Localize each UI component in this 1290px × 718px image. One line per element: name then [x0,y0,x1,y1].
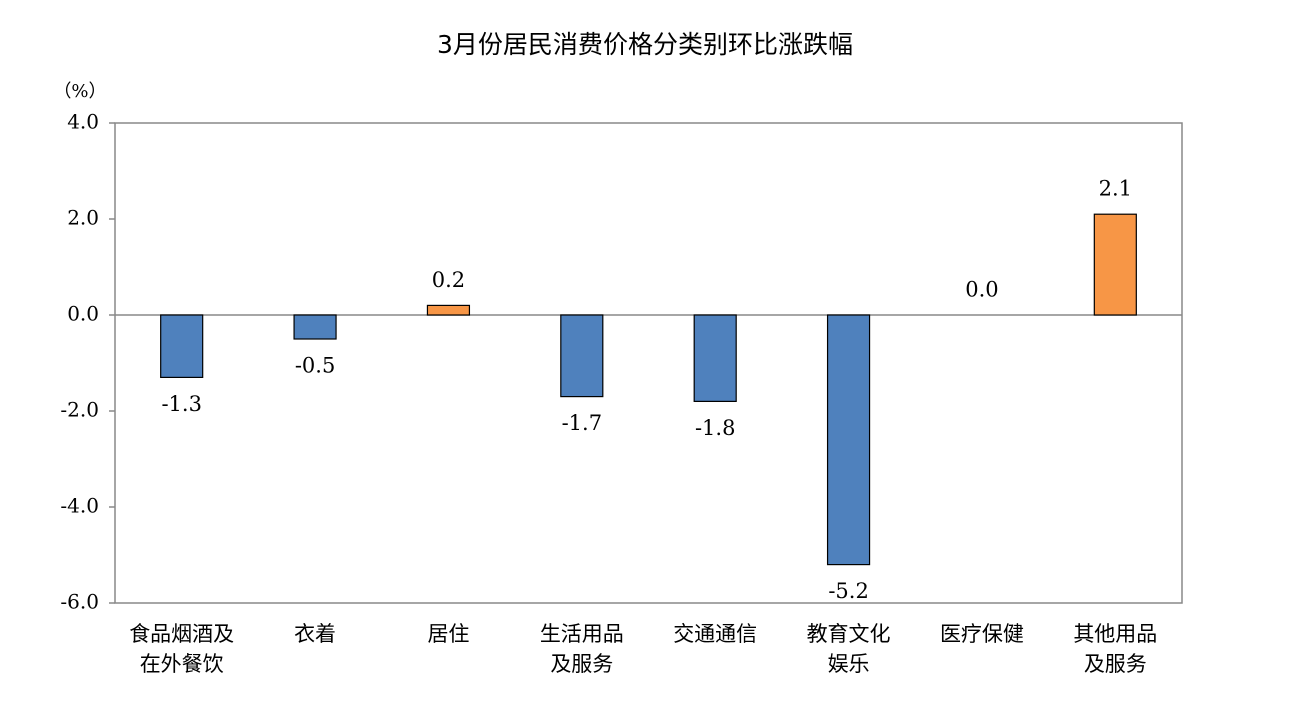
x-tick-label: 交通通信 [673,622,758,646]
x-tick-label: 医疗保健 [939,622,1024,646]
x-tick-label: 其他用品 及服务 [1073,622,1158,676]
y-unit: （%） [53,81,106,102]
y-tick-label: 2.0 [67,206,99,230]
bar [426,304,471,316]
chart-title: 3月份居民消费价格分类别环比涨跌幅 [437,30,853,59]
y-tick-label: -4.0 [60,494,99,518]
value-label: 2.1 [1099,177,1132,201]
bar [826,314,871,566]
bar [160,314,204,379]
value-label: 0.2 [432,268,465,292]
value-label: -5.2 [828,579,869,603]
value-label: -0.5 [295,354,336,378]
bar [560,314,604,398]
bar [693,314,737,403]
x-tick-label: 食品烟酒及 在外餐饮 [129,622,235,676]
x-tick-label: 教育文化 娱乐 [806,622,891,676]
x-tick-label: 居住 [427,622,470,646]
y-tick-label: 0.0 [67,302,99,326]
value-label: -1.3 [161,392,202,416]
x-tick-label: 生活用品 及服务 [539,622,624,676]
bar [1093,213,1137,316]
y-tick-label: -2.0 [60,398,99,422]
y-tick-label: 4.0 [67,110,99,134]
value-label: -1.7 [562,411,603,435]
plot-frame [114,122,1183,604]
value-label: 0.0 [965,278,998,302]
value-label: -1.8 [695,416,736,440]
bar [293,314,337,340]
y-tick-label: -6.0 [60,590,99,614]
x-tick-label: 衣着 [294,622,337,646]
